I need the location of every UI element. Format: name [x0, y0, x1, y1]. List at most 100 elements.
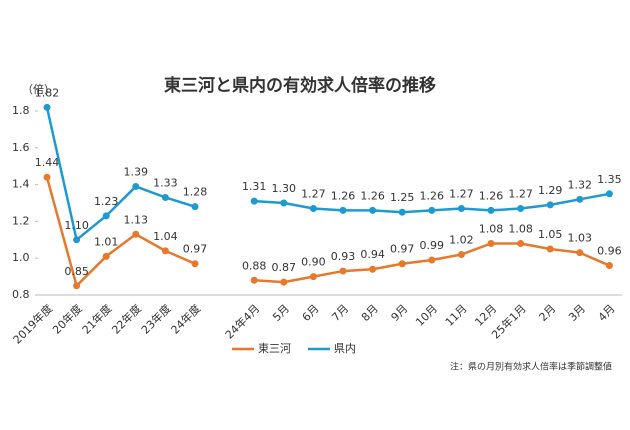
data-point [398, 260, 406, 268]
data-label: 1.27 [449, 188, 474, 201]
x-tick-label: 23年度 [138, 301, 173, 336]
data-point [457, 205, 465, 213]
data-point [369, 265, 377, 273]
data-point [102, 252, 110, 260]
data-label: 0.97 [183, 243, 208, 256]
data-point [250, 197, 258, 205]
data-point [576, 195, 584, 203]
data-point [132, 182, 140, 190]
x-tick-label: 9月 [389, 302, 411, 324]
data-point [161, 247, 169, 255]
x-tick-label: 8月 [359, 302, 381, 324]
data-point [487, 206, 495, 214]
x-tick-label: 2019年度 [10, 301, 55, 346]
data-label: 0.96 [597, 245, 622, 258]
data-label: 1.25 [390, 191, 415, 204]
data-point [339, 206, 347, 214]
data-label: 1.31 [242, 180, 267, 193]
y-tick-label: 1.4 [12, 178, 30, 191]
x-tick-label: 3月 [566, 302, 588, 324]
data-label: 1.10 [64, 219, 89, 232]
data-label: 1.08 [479, 222, 504, 235]
data-point [576, 249, 584, 257]
data-label: 1.26 [479, 189, 504, 202]
data-point [191, 203, 199, 211]
data-label: 1.35 [597, 173, 622, 186]
x-tick-label: 22年度 [109, 301, 144, 336]
y-tick-label: 1.6 [12, 141, 30, 154]
note: 注：県の月別有効求人倍率は季節調整値 [450, 361, 612, 373]
data-label: 1.04 [153, 230, 178, 243]
data-label: 1.01 [94, 235, 119, 248]
data-point [487, 239, 495, 247]
x-tick-label: 6月 [300, 302, 322, 324]
x-tick-label: 7月 [329, 302, 351, 324]
data-label: 0.90 [301, 256, 326, 269]
data-point [517, 239, 525, 247]
data-point [428, 206, 436, 214]
data-label: 1.26 [331, 189, 356, 202]
data-label: 1.27 [301, 188, 326, 201]
data-label: 0.97 [390, 243, 415, 256]
data-point [457, 251, 465, 259]
data-label: 1.02 [449, 234, 474, 247]
x-tick-label: 21年度 [79, 301, 114, 336]
data-point [369, 206, 377, 214]
x-tick-label: 24年度 [168, 301, 203, 336]
data-point [73, 236, 81, 244]
data-label: 0.87 [272, 261, 297, 274]
data-label: 1.28 [183, 186, 208, 199]
data-point [605, 262, 613, 270]
data-label: 1.82 [35, 86, 60, 99]
data-point [428, 256, 436, 264]
data-point [43, 173, 51, 181]
data-point [546, 201, 554, 209]
data-label: 1.03 [568, 232, 593, 245]
y-unit-label: （倍） [22, 82, 55, 96]
data-label: 0.85 [64, 265, 89, 278]
data-label: 0.88 [242, 259, 267, 272]
y-tick-label: 1.2 [12, 214, 30, 227]
data-point [398, 208, 406, 216]
data-point [339, 267, 347, 275]
data-point [309, 273, 317, 281]
data-label: 0.94 [360, 248, 385, 261]
legend-label: 東三河 [258, 342, 291, 355]
x-tick-label: 11月 [443, 302, 470, 329]
y-tick-label: 0.8 [12, 288, 30, 301]
data-label: 1.26 [360, 189, 385, 202]
data-point [73, 282, 81, 290]
data-point [605, 190, 613, 198]
legend-label: 県内 [334, 341, 356, 355]
data-label: 0.93 [331, 250, 356, 263]
data-label: 1.30 [272, 182, 297, 195]
data-label: 1.27 [508, 188, 533, 201]
data-point [280, 199, 288, 207]
y-tick-label: 1.8 [12, 104, 30, 117]
y-tick-label: 1.0 [12, 251, 30, 264]
data-label: 1.33 [153, 176, 178, 189]
data-label: 1.39 [124, 165, 149, 178]
data-point [161, 193, 169, 201]
data-label: 0.99 [420, 239, 445, 252]
data-label: 1.29 [538, 184, 563, 197]
x-tick-label: 10月 [413, 302, 440, 329]
data-label: 1.08 [508, 222, 533, 235]
data-label: 1.44 [35, 156, 60, 169]
data-point [546, 245, 554, 253]
data-point [102, 212, 110, 220]
data-label: 1.32 [568, 178, 593, 191]
data-label: 1.23 [94, 195, 119, 208]
data-label: 1.05 [538, 228, 563, 241]
data-label: 1.13 [124, 213, 149, 226]
data-point [132, 230, 140, 238]
x-tick-label: 12月 [472, 302, 499, 329]
x-tick-label: 20年度 [49, 301, 84, 336]
x-tick-label: 24年4月 [222, 301, 262, 341]
x-tick-label: 2月 [537, 302, 559, 324]
data-point [280, 278, 288, 286]
data-point [517, 205, 525, 213]
data-point [250, 276, 258, 284]
chart-title: 東三河と県内の有効求人倍率の推移 [164, 75, 436, 96]
